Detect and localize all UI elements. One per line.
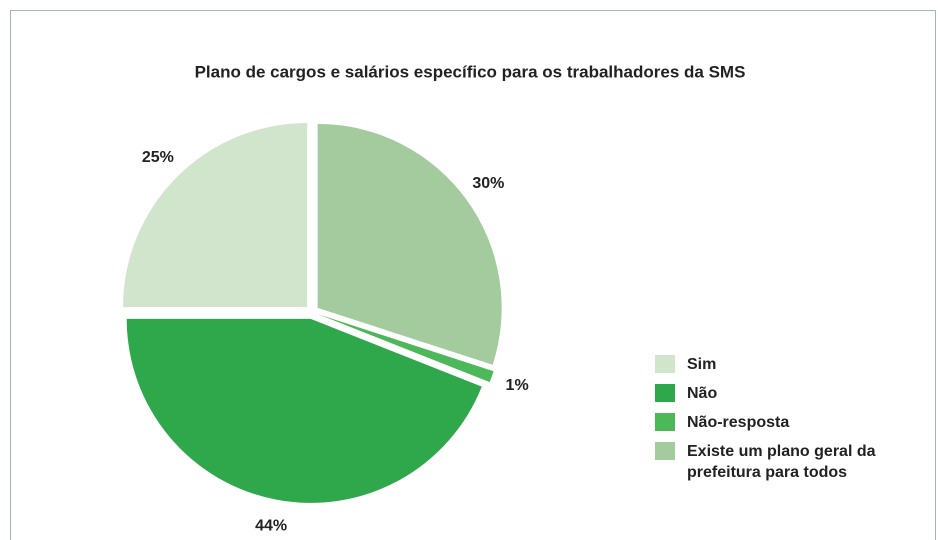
legend-item: Não [655,384,915,404]
data-label: 30% [472,175,504,192]
legend-label: Sim [687,356,717,373]
data-label: 44% [255,517,287,534]
legend-swatch [655,442,675,460]
pie-slice [126,318,482,503]
legend-label: Não-resposta [687,414,790,431]
data-label: 1% [506,377,529,394]
legend-item: Existe um plano geral da prefeitura para… [655,442,915,483]
chart-title: Plano de cargos e salários específico pa… [195,62,746,81]
pie-slice [318,314,494,383]
legend-item: Não-resposta [655,413,915,433]
frame [10,10,936,540]
legend: Sim Não Não-resposta Existe um plano geral … [655,355,915,492]
legend-item: Sim [655,355,915,375]
data-label: 25% [142,149,174,166]
legend-swatch [655,413,675,431]
legend-swatch [655,384,675,402]
legend-swatch [655,355,675,373]
pie-slice [317,123,502,365]
legend-label: Existe um plano geral da prefeitura para… [687,443,876,481]
legend-label: Não [687,385,718,402]
pie-slice [123,123,308,308]
